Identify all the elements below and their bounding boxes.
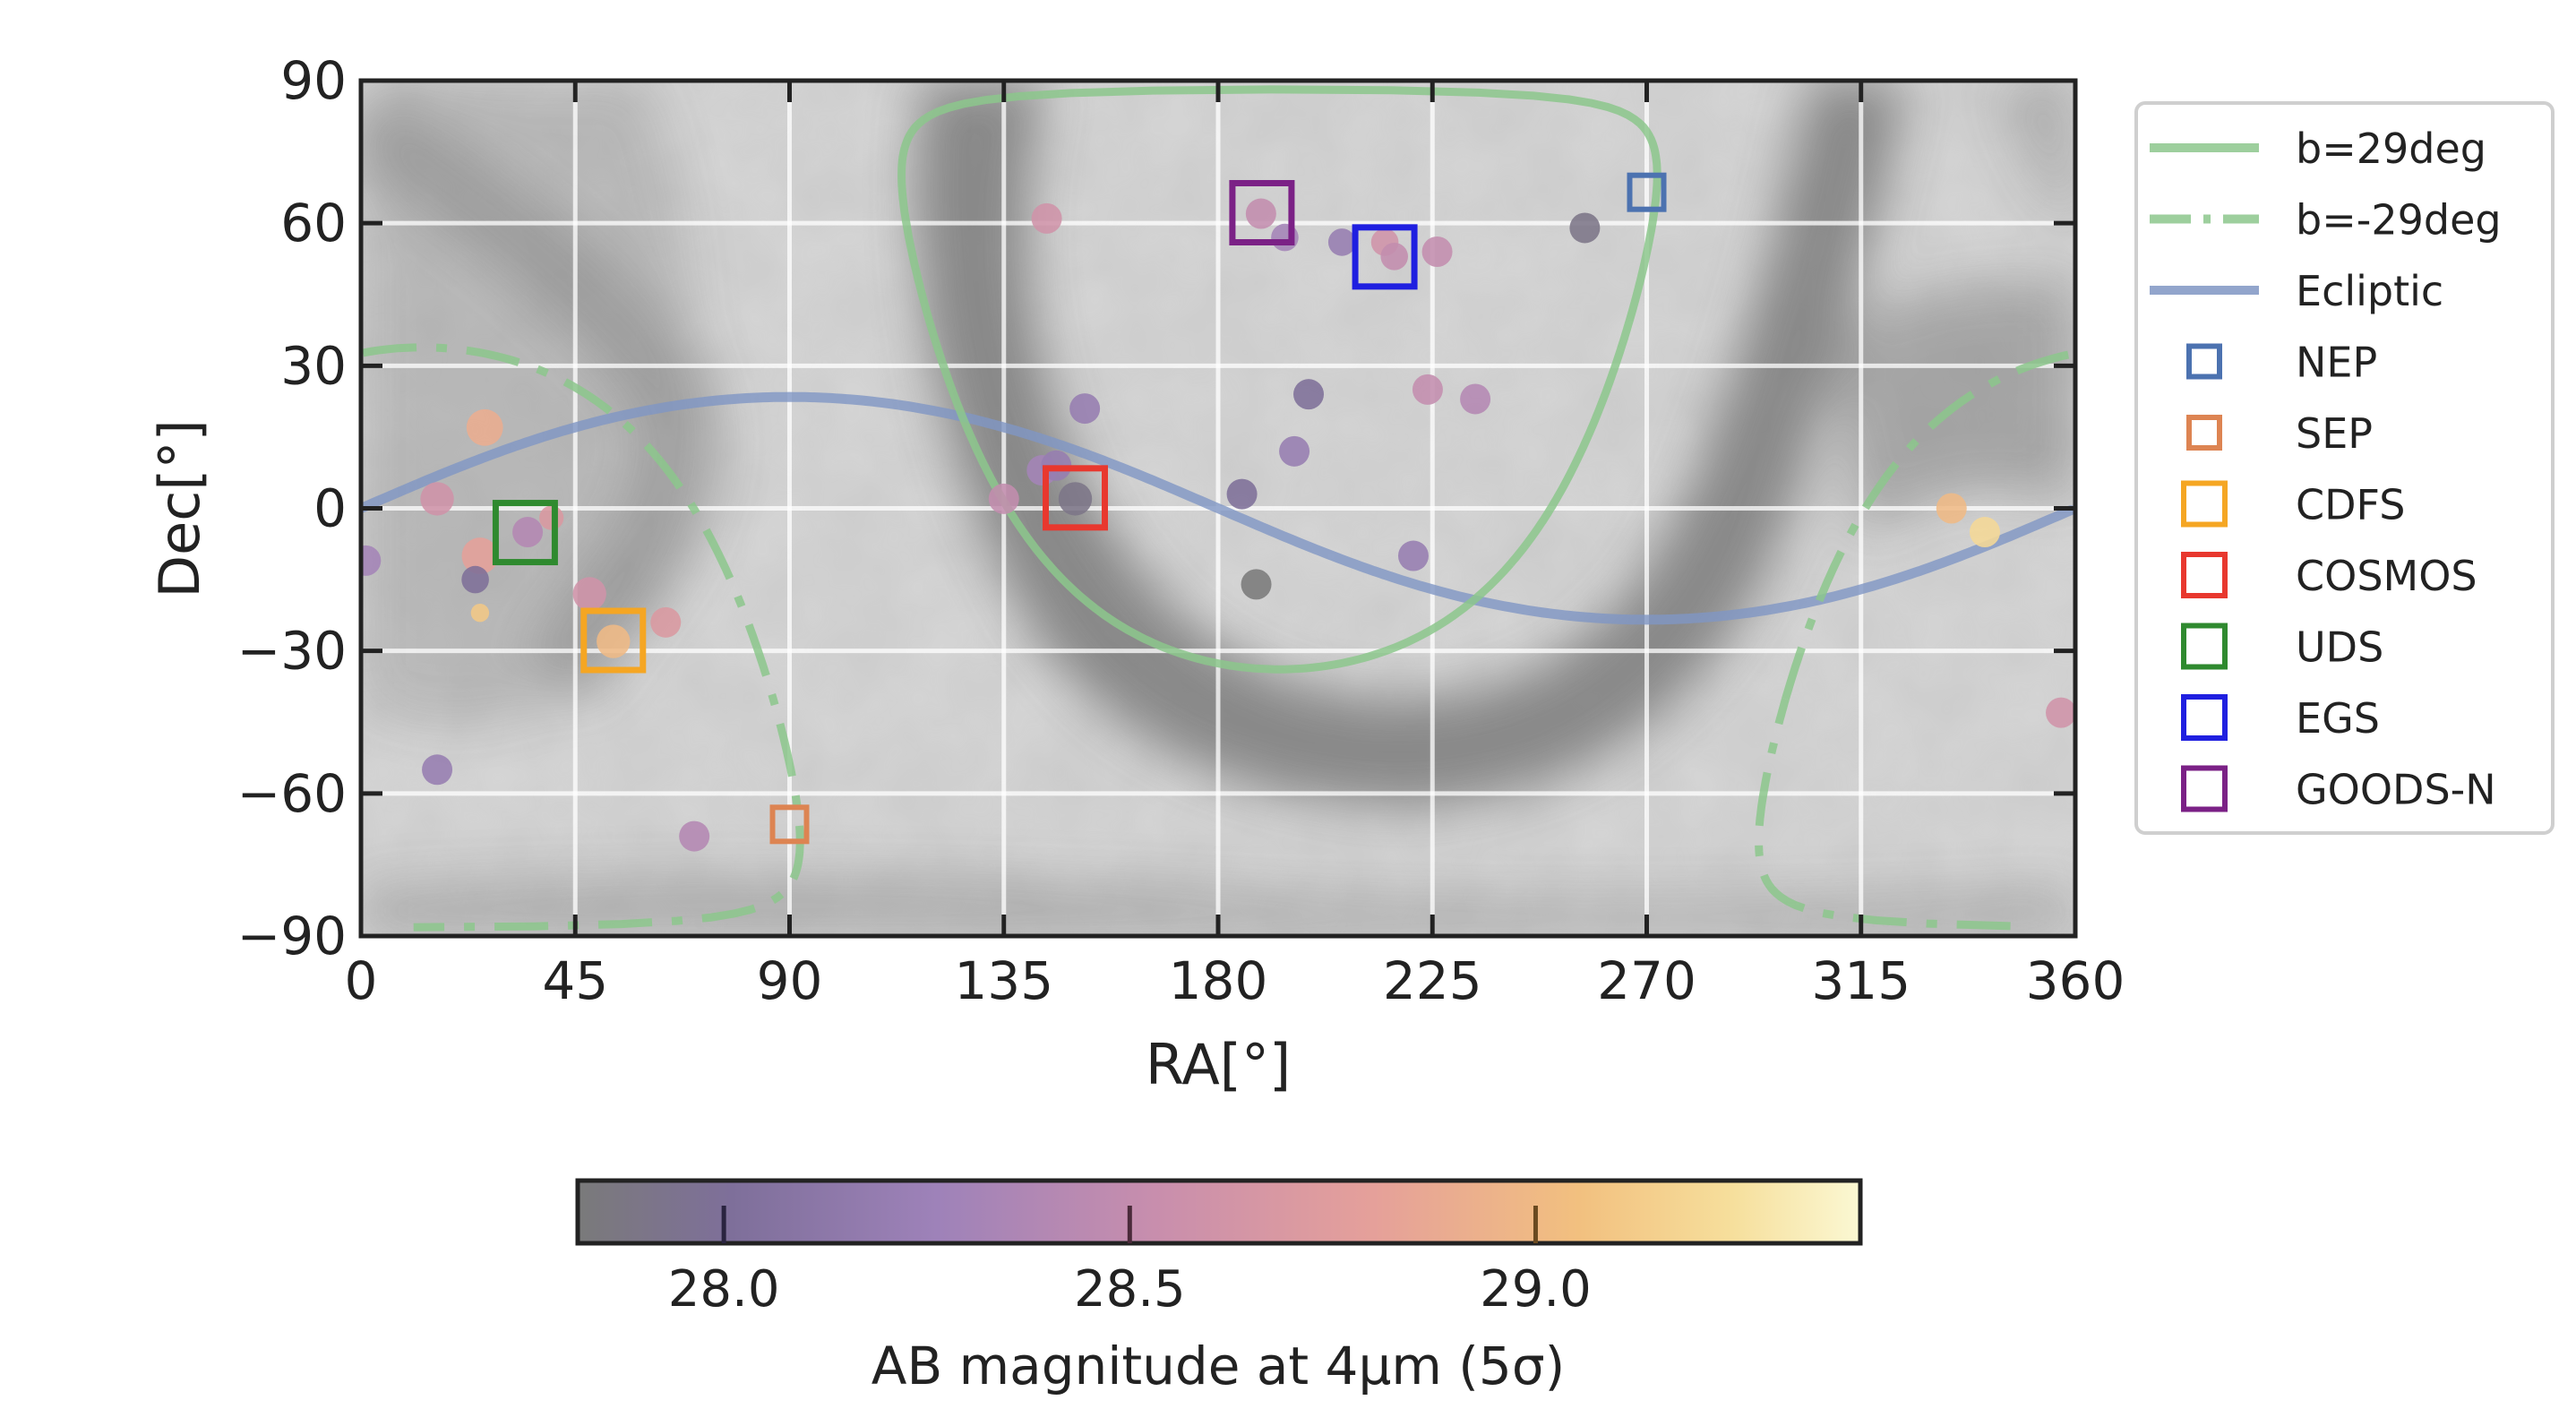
- y-tick-label: 60: [280, 193, 347, 253]
- x-tick-label: 180: [1169, 950, 1268, 1011]
- data-point: [1293, 379, 1325, 410]
- data-point: [1397, 540, 1429, 571]
- legend-frame: [2134, 101, 2555, 835]
- colorbar: AB magnitude at 4μm (5σ) 28.0 28.5 29.0: [575, 1178, 1863, 1396]
- colorbar-tick-label: 28.5: [1074, 1260, 1186, 1319]
- legend-label: EGS: [2296, 694, 2380, 743]
- colorbar-tick-label: 29.0: [1480, 1260, 1592, 1319]
- reference-curves: [361, 85, 2075, 932]
- galactic-b-plus29-curve: [897, 85, 1662, 674]
- y-axis-label: Dec[°]: [147, 419, 212, 597]
- data-point: [1460, 383, 1491, 415]
- field-marker-goods-n: [1229, 179, 1295, 245]
- data-point: [361, 545, 382, 576]
- y-tick-label: −90: [237, 906, 347, 966]
- y-tick-label: −30: [237, 621, 347, 682]
- colorbar-tick-label: 28.0: [668, 1260, 780, 1319]
- data-point: [597, 624, 631, 658]
- legend-label: CDFS: [2296, 481, 2405, 529]
- legend-swatch-square: [2181, 552, 2228, 598]
- legend-swatch-square: [2181, 480, 2228, 528]
- data-point: [1069, 393, 1101, 425]
- field-marker-uds: [492, 500, 558, 566]
- legend-swatch-square: [2186, 415, 2222, 451]
- x-tick-label: 0: [345, 950, 378, 1011]
- data-point: [1380, 243, 1409, 271]
- data-point: [1226, 478, 1258, 510]
- galactic-b-minus29-curve: [362, 343, 804, 932]
- galactic-b-minus29-curve: [1755, 698, 2011, 931]
- legend-label: b=29deg: [2296, 125, 2486, 173]
- field-marker-cosmos: [1043, 465, 1108, 531]
- x-tick-label: 270: [1597, 950, 1696, 1011]
- data-point: [512, 517, 544, 548]
- data-point: [1412, 374, 1443, 405]
- data-point: [1569, 212, 1601, 244]
- data-point: [422, 754, 453, 786]
- data-point: [572, 577, 606, 611]
- colorbar-label: AB magnitude at 4μm (5σ): [872, 1336, 1565, 1396]
- field-markers: [492, 172, 1667, 845]
- x-tick-label: 135: [954, 950, 1053, 1011]
- x-tick-label: 90: [757, 950, 823, 1011]
- y-tick-label: 30: [280, 335, 347, 396]
- axis-ticks: 0 45 90 135 180 225 270 315 360 90 60 30 0 −30 −60 −90: [237, 50, 2125, 1011]
- field-marker-egs: [1352, 224, 1418, 290]
- legend-label: NEP: [2296, 339, 2377, 387]
- legend: b=29deg b=-29deg Ecliptic NEP SEP CDFS COSMOS U…: [2134, 101, 2555, 835]
- data-point: [1245, 198, 1276, 229]
- data-point: [466, 408, 503, 446]
- legend-label: SEP: [2296, 409, 2373, 458]
- field-marker-cdfs: [580, 607, 647, 674]
- legend-swatch-square: [2181, 694, 2228, 741]
- y-tick-label: 90: [280, 50, 347, 111]
- y-tick-label: −60: [237, 763, 347, 824]
- data-point: [1279, 435, 1310, 467]
- legend-swatch-square: [2181, 623, 2228, 670]
- legend-label: GOODS-N: [2296, 766, 2496, 814]
- data-point: [1327, 228, 1356, 256]
- data-point: [461, 565, 489, 594]
- x-tick-label: 360: [2026, 950, 2125, 1011]
- data-point: [470, 604, 490, 623]
- y-tick-label: 0: [313, 478, 347, 539]
- ecliptic-curve: [361, 391, 2075, 625]
- data-point: [650, 606, 682, 638]
- data-point: [1936, 493, 1967, 524]
- legend-label: b=-29deg: [2296, 196, 2502, 245]
- data-point: [461, 537, 499, 574]
- legend-label: COSMOS: [2296, 552, 2477, 600]
- data-point: [1031, 202, 1062, 234]
- data-point: [1969, 517, 2000, 548]
- data-point: [420, 482, 454, 516]
- legend-swatch-square: [2181, 765, 2228, 812]
- field-marker-nep: [1627, 172, 1667, 212]
- legend-label: UDS: [2296, 623, 2383, 672]
- data-point: [988, 483, 1019, 514]
- data-point: [1058, 482, 1093, 516]
- data-point: [2046, 697, 2075, 728]
- x-tick-label: 315: [1811, 950, 1911, 1011]
- data-points: [361, 198, 2075, 852]
- x-axis-label: RA[°]: [1146, 1032, 1291, 1097]
- legend-label: Ecliptic: [2296, 267, 2443, 315]
- field-marker-sep: [769, 804, 810, 845]
- data-point: [539, 505, 564, 530]
- x-tick-label: 45: [542, 950, 608, 1011]
- legend-swatch-square: [2186, 343, 2222, 380]
- galactic-b-minus29-curve: [1782, 349, 2074, 700]
- data-point: [1241, 569, 1272, 600]
- data-point: [1421, 236, 1453, 267]
- x-tick-label: 225: [1383, 950, 1482, 1011]
- data-point: [679, 820, 710, 852]
- colorbar-gradient: [575, 1178, 1863, 1246]
